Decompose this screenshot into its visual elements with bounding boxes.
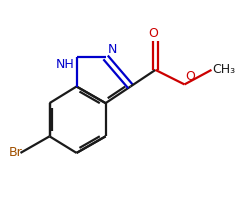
Text: N: N: [108, 43, 117, 56]
Text: Br: Br: [9, 146, 23, 159]
Text: O: O: [186, 70, 195, 83]
Text: NH: NH: [56, 58, 74, 71]
Text: CH₃: CH₃: [212, 63, 236, 76]
Text: O: O: [148, 27, 158, 40]
